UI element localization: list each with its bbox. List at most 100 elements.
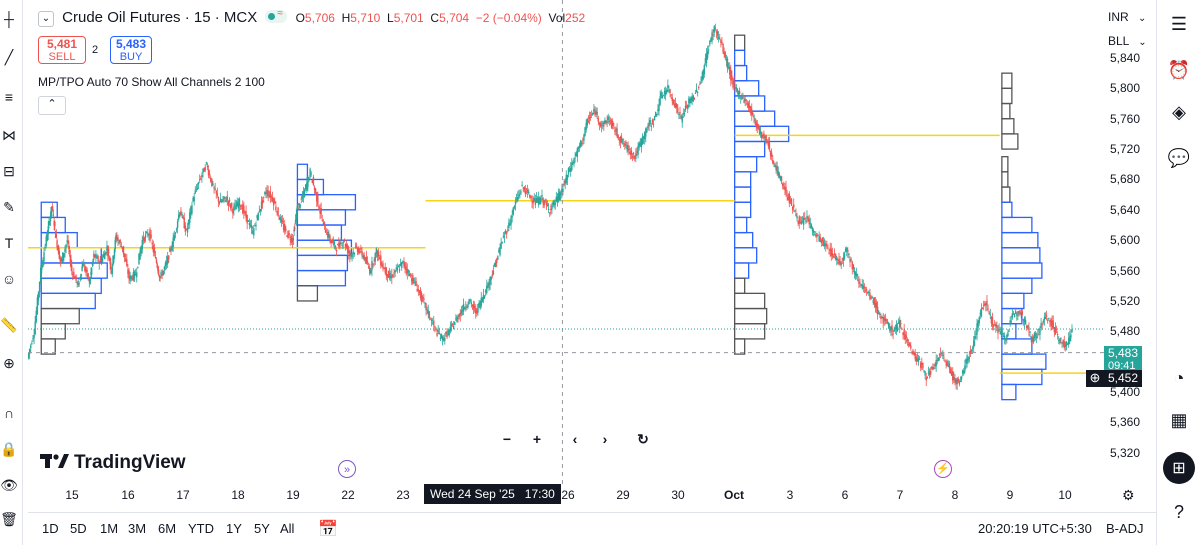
scroll-right-button[interactable]: › <box>594 428 616 450</box>
candle-body <box>373 260 375 262</box>
range-button-1d[interactable]: 1D <box>42 521 59 536</box>
candle-body <box>79 277 81 279</box>
candle-body <box>980 308 983 317</box>
symbol-title[interactable]: Crude Oil Futures · 15 · MCX <box>62 9 258 26</box>
fib-tool-icon[interactable]: ≡ <box>4 89 14 105</box>
sell-button[interactable]: 5,481 SELL <box>38 36 86 64</box>
right-sidebar: ☰ ⏰ ◈ 💬 ◔ ▦ ⊞ ? <box>1156 0 1200 545</box>
candle-body <box>311 180 314 184</box>
add-alert-icon[interactable]: ⊕ <box>1086 370 1104 387</box>
alerts-clock-icon[interactable]: ⏰ <box>1167 59 1191 80</box>
price-axis[interactable]: INR ⌄ BLL ⌄ 5,840 5,800 5,760 5,720 5,680 5,6… <box>1104 0 1156 484</box>
range-button-1m[interactable]: 1M <box>100 521 119 536</box>
reset-chart-button[interactable]: ↻ <box>632 428 654 450</box>
chat-icon[interactable]: 💬 <box>1167 147 1191 168</box>
prediction-tool-icon[interactable]: ⊟ <box>3 162 15 179</box>
clock-timezone[interactable]: 20:20:19 UTC+5:30 <box>978 521 1092 536</box>
delete-drawings-icon[interactable]: 🗑 <box>0 510 18 527</box>
collapse-legend-icon[interactable]: ⌄ <box>38 11 54 27</box>
candle-body <box>325 233 328 235</box>
volume-label: Vol <box>548 11 566 25</box>
candle-body <box>552 201 554 206</box>
ruler-tool-icon[interactable]: 📏 <box>0 316 18 333</box>
candle-body <box>1045 315 1048 317</box>
lock-tool-icon[interactable]: 🔒 <box>0 440 18 457</box>
chart-pane[interactable] <box>28 0 1104 484</box>
collapse-indicators-icon[interactable]: ⌃ <box>38 96 66 115</box>
magnet-tool-icon[interactable]: ∩ <box>3 405 15 421</box>
watchlist-icon[interactable]: ☰ <box>1170 13 1188 34</box>
currency-selector[interactable]: INR ⌄ <box>1108 10 1152 28</box>
candle-body <box>595 110 597 115</box>
candle-body <box>402 260 404 262</box>
candle-body <box>51 206 53 210</box>
earnings-marker-icon[interactable]: ⚡ <box>934 460 952 478</box>
crosshair-tool-icon[interactable]: ┼ <box>4 11 14 27</box>
indicator-label[interactable]: MP/TPO Auto 70 Show All Channels 2 100 <box>38 75 265 89</box>
pattern-tool-icon[interactable]: ⋈ <box>2 126 16 143</box>
zoom-tool-icon[interactable]: ⊕ <box>3 354 15 371</box>
candle-body <box>621 139 624 141</box>
brush-tool-icon[interactable]: ✎ <box>3 198 15 215</box>
range-button-5y[interactable]: 5Y <box>254 521 270 536</box>
help-icon[interactable]: ? <box>1173 501 1184 522</box>
candle-body <box>462 303 465 312</box>
candle-body <box>549 212 551 214</box>
candle-body <box>608 121 611 123</box>
candle-body <box>915 356 918 362</box>
candle-body <box>778 173 781 178</box>
candle-body <box>638 143 640 148</box>
chart-settings-icon[interactable]: ⚙ <box>1122 487 1135 503</box>
hide-drawings-icon[interactable]: 👁 <box>0 476 18 493</box>
unit-selector[interactable]: BLL ⌄ <box>1108 34 1152 52</box>
range-button-1y[interactable]: 1Y <box>226 521 242 536</box>
zoom-in-button[interactable]: + <box>526 428 548 450</box>
candle-body <box>445 332 447 334</box>
candle-body <box>598 122 601 125</box>
candle-body <box>879 313 881 315</box>
candle-body <box>285 228 287 231</box>
symbol-legend[interactable]: ⌄ Crude Oil Futures · 15 · MCX ≈ O5,706 … <box>38 8 585 27</box>
ideas-gauge-icon[interactable]: ◔ <box>1173 367 1185 388</box>
candle-body <box>756 123 759 129</box>
candle-body <box>701 76 703 82</box>
trendline-tool-icon[interactable]: ╱ <box>4 48 14 65</box>
candle-body <box>463 307 466 310</box>
scroll-left-button[interactable]: ‹ <box>564 428 586 450</box>
candle-body <box>774 164 776 168</box>
range-button-ytd[interactable]: YTD <box>188 521 214 536</box>
layers-icon[interactable]: ◈ <box>1172 101 1186 122</box>
range-button-3m[interactable]: 3M <box>128 521 147 536</box>
candle-body <box>809 223 812 225</box>
zoom-out-button[interactable]: − <box>496 428 518 450</box>
candle-body <box>77 282 79 285</box>
apps-grid-icon[interactable]: ⊞ <box>1163 452 1195 484</box>
candle-body <box>871 296 873 299</box>
candle-body <box>374 253 376 262</box>
candle-body <box>801 221 804 223</box>
adjustment-toggle[interactable]: B-ADJ <box>1106 521 1144 536</box>
range-button-5d[interactable]: 5D <box>70 521 87 536</box>
candle-body <box>217 197 220 202</box>
range-button-all[interactable]: All <box>280 521 295 536</box>
candle-body <box>334 245 337 248</box>
candle-body <box>466 307 468 309</box>
buy-button[interactable]: 5,483 BUY <box>110 36 152 64</box>
candle-body <box>424 302 426 304</box>
candle-body <box>509 223 511 225</box>
bar-countdown: 09:41 <box>1108 360 1136 372</box>
date-range-calendar-icon[interactable]: 📅 <box>318 521 338 538</box>
text-tool-icon[interactable]: T <box>4 235 14 251</box>
time-axis[interactable]: 15 16 17 18 19 22 23 26 29 30 Oct 3 6 7 8 9 10 Wed 24 Se… <box>28 484 1104 506</box>
price-chart[interactable] <box>28 0 1104 484</box>
profile-bar <box>734 216 748 234</box>
profile-bar <box>40 307 80 325</box>
candle-body <box>229 204 232 209</box>
candle-body <box>706 51 709 58</box>
candle-body <box>582 139 584 141</box>
candle-body <box>112 255 114 265</box>
calendar-icon[interactable]: ▦ <box>1170 409 1188 430</box>
event-marker-icon[interactable]: » <box>338 460 356 478</box>
emoji-tool-icon[interactable]: ☺ <box>1 271 17 287</box>
range-button-6m[interactable]: 6M <box>158 521 177 536</box>
